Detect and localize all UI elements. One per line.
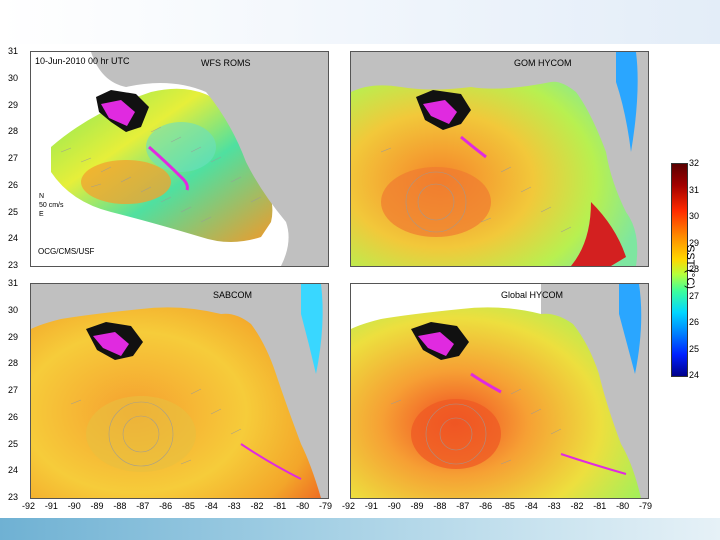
colorbar-tick-label: 27 (689, 290, 700, 301)
x-tick-label: -92 (342, 501, 356, 511)
y-tick-label: 26 (8, 179, 19, 190)
oil-slick-magenta (423, 100, 457, 124)
y-tick-label: 25 (8, 438, 19, 449)
x-tick-label: -84 (524, 501, 538, 511)
sst-map-global-hycom (351, 284, 648, 498)
y-tick-label: 30 (8, 72, 19, 83)
colorbar-label: SST (°C) (684, 245, 696, 289)
colorbar-tick-label: 32 (689, 158, 700, 168)
x-tick-label: -82 (250, 501, 264, 511)
x-tick-label: -84 (204, 501, 218, 511)
x-tick-label: -88 (113, 501, 127, 511)
x-tick-label: -81 (273, 501, 287, 511)
colorbar-tick-label: 29 (689, 237, 700, 248)
x-tick-label: -89 (410, 501, 424, 511)
x-tick-label: -90 (67, 501, 81, 511)
panel-wfs-roms: 10-Jun-2010 00 hr UTC WFS ROMS N 50 cm/s… (30, 51, 329, 267)
x-tick-label: -91 (44, 501, 58, 511)
y-tick-label: 29 (8, 331, 19, 342)
oil-slick-magenta (93, 332, 129, 356)
sst-map-wfs-roms (31, 52, 328, 266)
panel-sabcom: SABCOM (30, 283, 329, 499)
x-tick-label: -79 (319, 501, 333, 511)
slide-bottom-band (0, 518, 720, 540)
y-tick-label: 29 (8, 99, 19, 110)
land-mass (221, 284, 328, 498)
panel-title: SABCOM (213, 290, 253, 300)
colorbar-tick-label: 26 (689, 317, 700, 327)
x-tick-label: -83 (547, 501, 561, 511)
colorbar-tick-label: 24 (689, 370, 700, 380)
land-mass (541, 284, 648, 498)
y-tick-label: 31 (8, 46, 19, 56)
x-tick-label: -91 (364, 501, 378, 511)
scale-value-label: 50 cm/s (39, 202, 64, 209)
y-tick-label: 23 (8, 260, 19, 270)
oil-slick-magenta (418, 332, 454, 356)
y-tick-label: 28 (8, 358, 19, 369)
y-tick-label: 28 (8, 126, 19, 137)
y-tick-label: 25 (8, 206, 19, 217)
velocity-scale: N 50 cm/s E (39, 192, 64, 219)
scale-east-label: E (39, 211, 44, 218)
scale-north-label: N (39, 193, 45, 200)
x-tick-label: -79 (639, 501, 653, 511)
y-tick-label: 23 (8, 492, 19, 502)
colorbar-tick-label: 28 (689, 264, 700, 274)
current-vectors (390, 388, 562, 465)
y-tick-label: 27 (8, 153, 19, 163)
x-tick-label: -89 (90, 501, 104, 511)
panel-title: Global HYCOM (501, 290, 564, 300)
colorbar-tick-label: 31 (689, 184, 700, 195)
colorbar-tick-label: 25 (689, 343, 700, 354)
slide-top-band (0, 0, 720, 44)
y-tick-label: 26 (8, 411, 19, 422)
y-tick-label: 24 (8, 233, 19, 244)
panel-global-hycom: Global HYCOM (350, 283, 649, 499)
land-mass (91, 52, 328, 266)
x-tick-label: -85 (501, 501, 515, 511)
y-tick-label: 27 (8, 385, 19, 395)
current-vectors (70, 388, 242, 467)
x-tick-label: -83 (227, 501, 241, 511)
panel-title: WFS ROMS (201, 58, 251, 68)
sst-map-sabcom (31, 284, 328, 498)
x-tick-label: -90 (387, 501, 401, 511)
x-tick-label: -80 (616, 501, 630, 511)
sst-colorbar (671, 163, 688, 377)
y-tick-label: 31 (8, 278, 19, 288)
x-tick-label: -85 (181, 501, 195, 511)
oil-slick-magenta (101, 100, 135, 126)
panel-title: GOM HYCOM (514, 58, 572, 68)
x-tick-label: -82 (570, 501, 584, 511)
x-tick-label: -87 (136, 501, 150, 511)
y-tick-label: 30 (8, 304, 19, 315)
x-tick-label: -81 (593, 501, 607, 511)
credit-label: OCG/CMS/USF (38, 247, 95, 256)
current-vectors (60, 126, 262, 223)
colorbar-tick-label: 30 (689, 211, 700, 221)
x-tick-label: -87 (456, 501, 470, 511)
y-tick-label: 24 (8, 465, 19, 476)
sst-map-gom-hycom (351, 52, 648, 266)
x-tick-label: -86 (479, 501, 493, 511)
x-tick-label: -92 (22, 501, 36, 511)
x-tick-label: -88 (433, 501, 447, 511)
timestamp-label: 10-Jun-2010 00 hr UTC (35, 56, 130, 66)
panel-gom-hycom: GOM HYCOM (350, 51, 649, 267)
x-tick-label: -80 (296, 501, 310, 511)
x-tick-label: -86 (159, 501, 173, 511)
current-vectors (380, 147, 572, 233)
